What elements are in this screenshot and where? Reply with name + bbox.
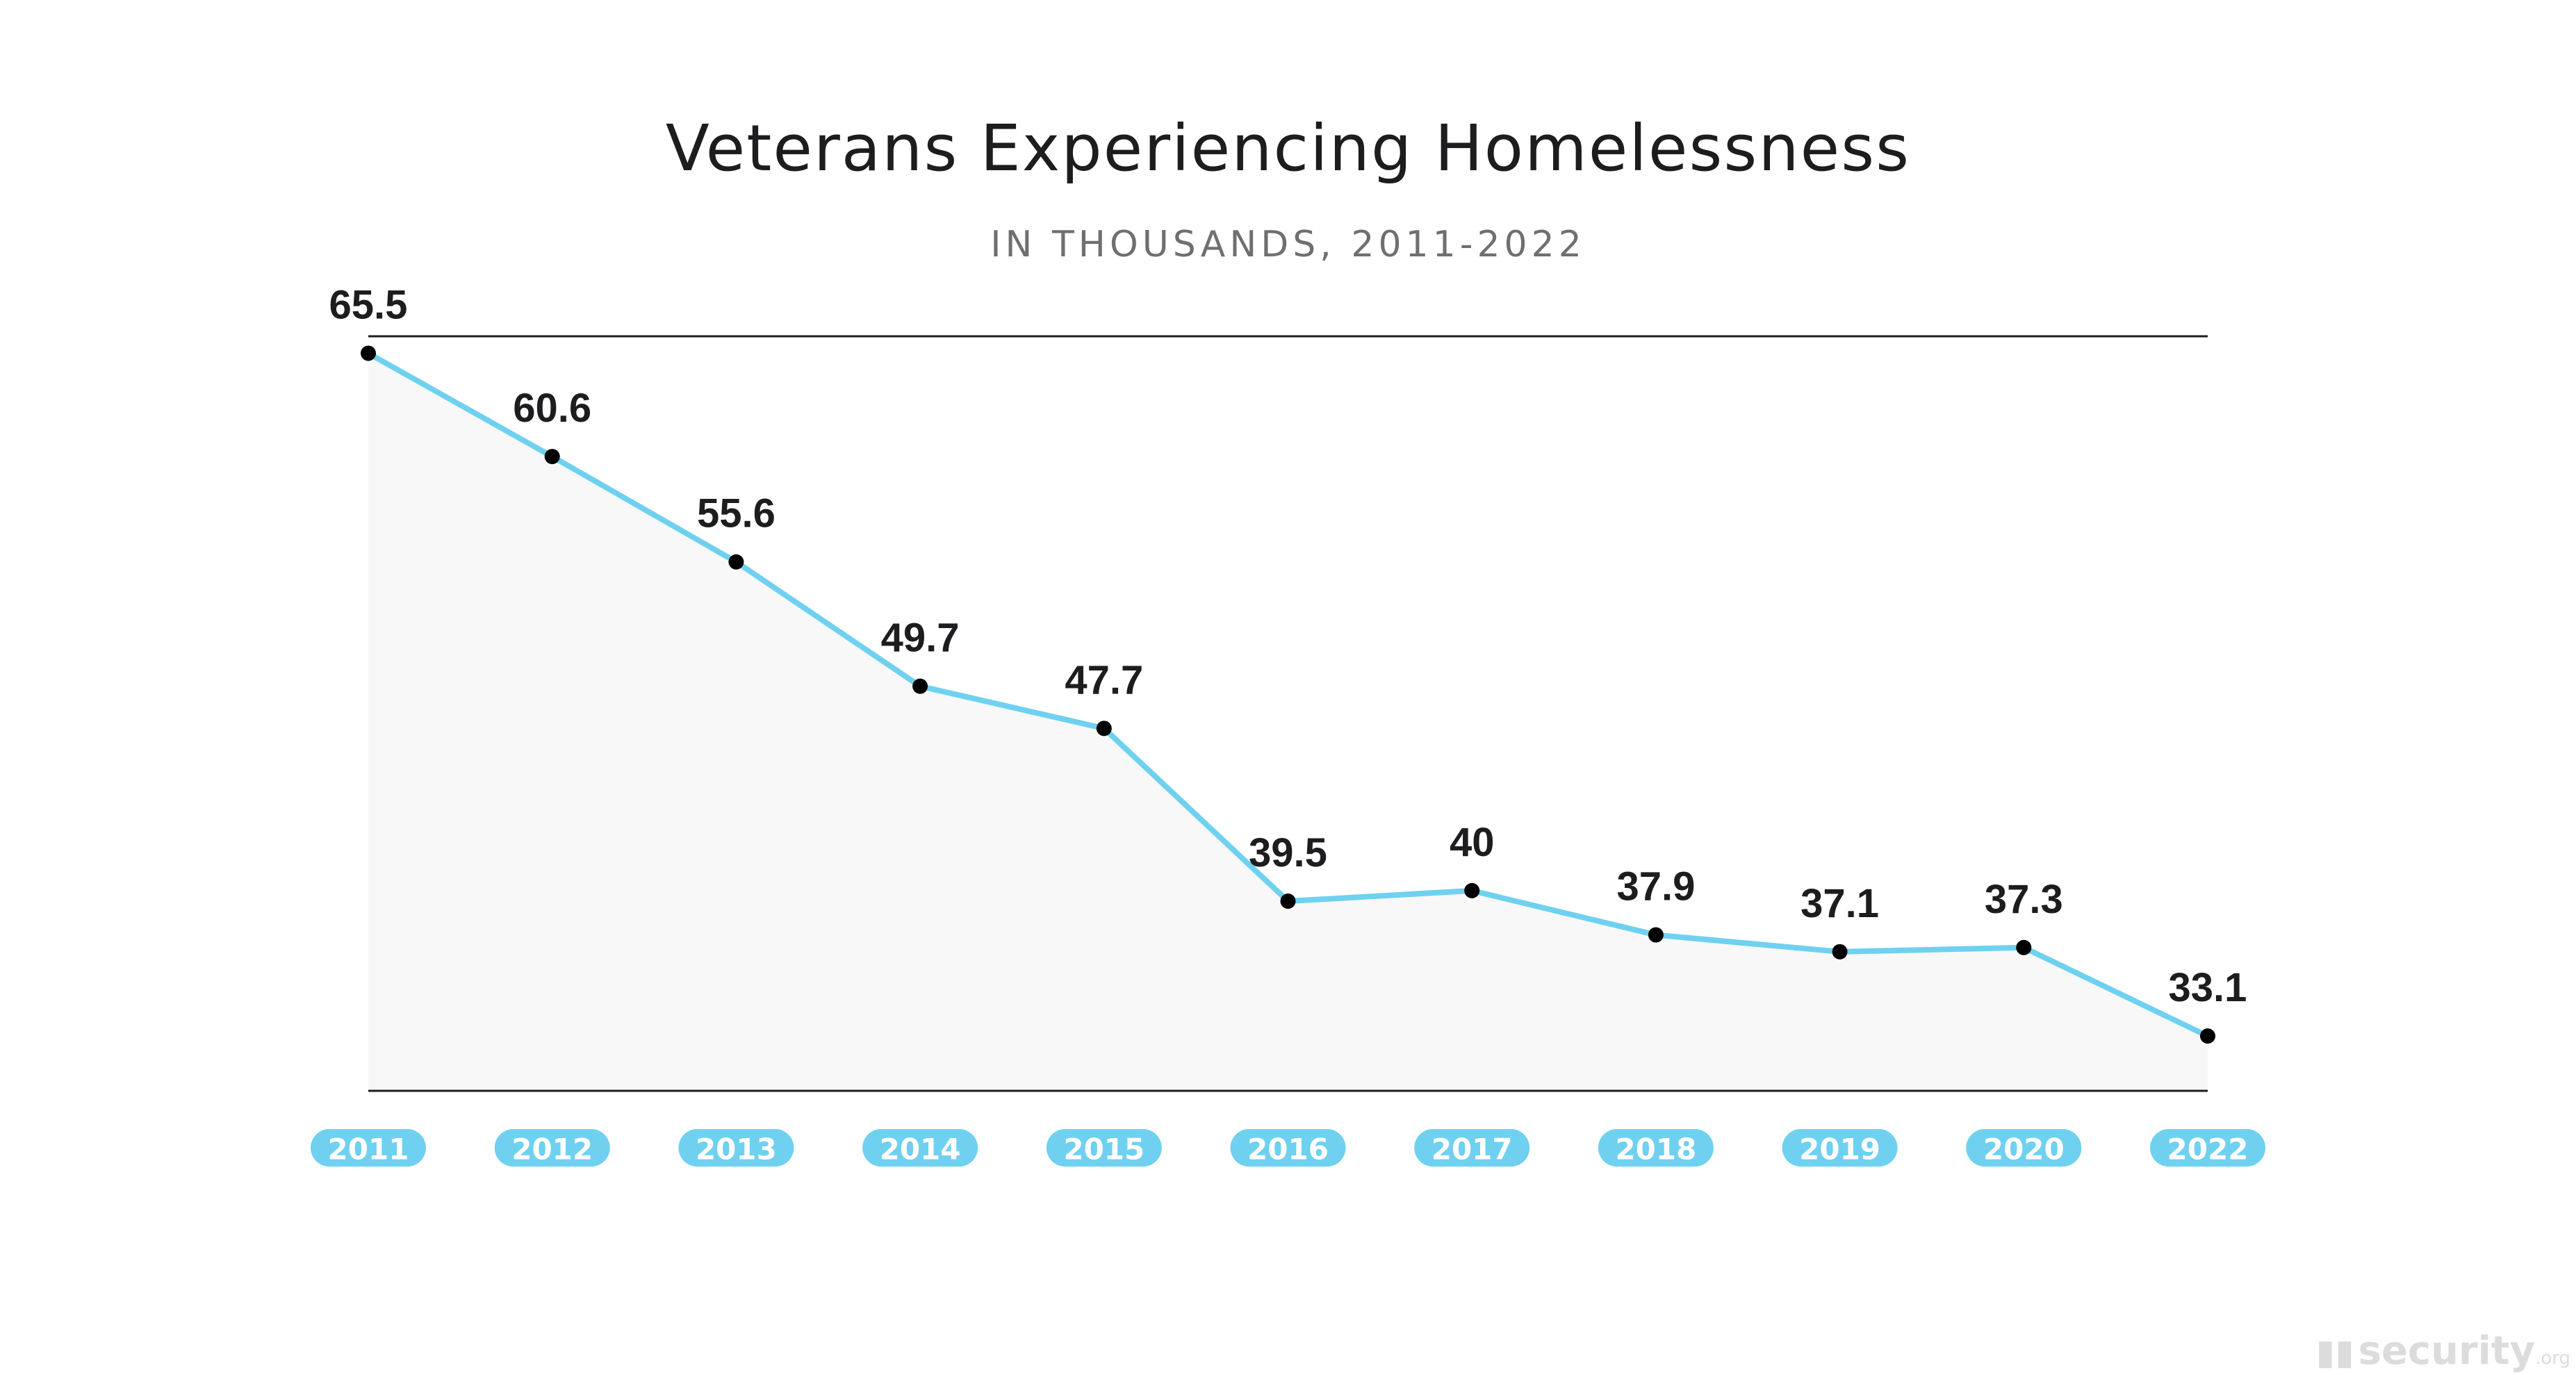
data-label: 37.3 (1985, 877, 2063, 922)
tick-label: 2022 (2167, 1133, 2249, 1167)
x-axis-ticks: 2011 2012 2013 2014 2015 2016 2017 2018 2019 2020… (311, 1129, 2265, 1167)
data-label: 37.1 (1800, 881, 1879, 926)
watermark-tld: .org (2535, 1348, 2570, 1369)
points-layer (361, 345, 2215, 1044)
tick-label: 2013 (696, 1133, 777, 1167)
tick-pill (2150, 1129, 2265, 1167)
tick-label: 2014 (880, 1133, 961, 1167)
data-point (361, 345, 376, 361)
data-point (1096, 721, 1112, 736)
data-label: 37.9 (1616, 864, 1695, 909)
data-point (728, 554, 744, 570)
tick-pill (1414, 1129, 1530, 1167)
tick-label: 2016 (1247, 1133, 1329, 1167)
data-label: 55.6 (697, 491, 776, 536)
area-fill (368, 353, 2208, 1091)
area-layer (368, 353, 2208, 1091)
tick-pill (1966, 1129, 2082, 1167)
security-logo-icon: ▮▮ (2315, 1332, 2354, 1372)
data-label: 65.5 (329, 282, 408, 327)
tick-label: 2012 (511, 1133, 593, 1167)
data-label: 33.1 (2169, 965, 2247, 1010)
tick-label: 2018 (1615, 1133, 1696, 1167)
tick-pill (1782, 1129, 1898, 1167)
data-label: 49.7 (881, 616, 960, 661)
tick-pill (311, 1129, 426, 1167)
data-point (1464, 882, 1480, 898)
tick-pill (862, 1129, 978, 1167)
data-point (1280, 894, 1296, 909)
tick-label: 2017 (1431, 1133, 1513, 1167)
chart-subtitle: IN THOUSANDS, 2011-2022 (990, 224, 1586, 265)
tick-label: 2015 (1063, 1133, 1145, 1167)
tick-pill (678, 1129, 794, 1167)
tick-pill (1598, 1129, 1714, 1167)
data-point (1648, 927, 1664, 943)
data-label: 60.6 (513, 386, 591, 431)
data-point (912, 678, 928, 694)
data-point (544, 449, 560, 465)
watermark: ▮▮ security.org (2316, 1328, 2570, 1374)
data-point (1832, 944, 1848, 960)
data-label: 47.7 (1065, 657, 1143, 702)
data-point (2016, 939, 2032, 955)
tick-label: 2011 (328, 1133, 409, 1167)
watermark-brand: security (2358, 1328, 2536, 1374)
tick-pill (1046, 1129, 1162, 1167)
tick-label: 2020 (1983, 1133, 2065, 1167)
data-label: 40 (1450, 820, 1495, 865)
data-label: 39.5 (1249, 830, 1327, 875)
tick-pill (494, 1129, 610, 1167)
tick-pill (1230, 1129, 1346, 1167)
tick-label: 2019 (1799, 1133, 1880, 1167)
value-labels: 65.5 60.6 55.6 49.7 47.7 39.5 40 37.9 37.1 37.3 33… (329, 282, 2247, 1010)
data-point (2200, 1028, 2215, 1044)
chart-title: Veterans Experiencing Homelessness (665, 111, 1911, 186)
